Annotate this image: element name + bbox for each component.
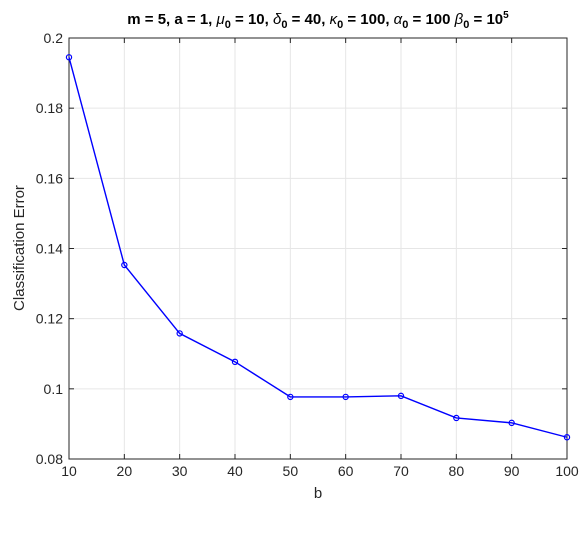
title-superscript: 5	[503, 10, 509, 21]
title-part: m = 5, a = 1,	[127, 11, 216, 28]
x-tick-label: 50	[283, 463, 299, 479]
data-point	[397, 392, 405, 400]
data-point	[508, 419, 515, 427]
data-point	[453, 414, 460, 422]
title-subscript: 0	[337, 19, 343, 31]
data-point	[176, 330, 183, 337]
y-axis-label: Classification Error	[11, 185, 28, 311]
title-part: = 10	[469, 11, 503, 28]
title-subscript: 0	[463, 19, 469, 31]
data-point	[563, 434, 571, 441]
chart-title: m = 5, a = 1, μ0 = 10, δ0 = 40, κ0 = 100…	[127, 10, 509, 31]
y-tick-label: 0.08	[36, 451, 63, 467]
x-tick-label: 100	[555, 463, 579, 479]
data-point	[231, 358, 239, 366]
y-tick-label: 0.2	[44, 30, 64, 46]
data-point	[287, 393, 294, 401]
title-part: δ	[273, 11, 282, 28]
x-axis-ticks: 10 20 30 40 50 60 70 80 90 100	[61, 38, 579, 479]
data-point	[65, 54, 73, 61]
x-tick-label: 30	[172, 463, 188, 479]
series-line	[68, 57, 568, 438]
title-part: = 10,	[231, 11, 273, 28]
data-point	[342, 393, 349, 401]
title-subscript: 0	[402, 19, 408, 31]
x-tick-label: 20	[117, 463, 133, 479]
title-part: κ	[330, 11, 339, 28]
title-part: β	[454, 11, 464, 28]
x-tick-label: 70	[393, 463, 409, 479]
x-tick-label: 80	[449, 463, 465, 479]
y-tick-label: 0.16	[36, 170, 63, 186]
x-tick-label: 90	[504, 463, 520, 479]
y-tick-label: 0.14	[36, 241, 63, 257]
title-part: = 40,	[287, 11, 329, 28]
title-part: = 100,	[343, 11, 393, 28]
y-tick-label: 0.1	[44, 381, 64, 397]
x-tick-label: 40	[227, 463, 243, 479]
title-part: = 100	[408, 11, 454, 28]
plot-frame	[68, 37, 568, 460]
y-tick-label: 0.18	[36, 100, 63, 116]
x-tick-label: 10	[61, 463, 77, 479]
x-axis-label: b	[314, 485, 322, 502]
series-group	[65, 54, 571, 441]
y-axis-ticks: 0.08 0.1 0.12 0.14 0.16 0.18 0.2	[36, 30, 567, 467]
title-subscript: 0	[225, 19, 231, 31]
x-tick-label: 60	[338, 463, 354, 479]
title-part: μ	[216, 11, 225, 28]
data-point	[121, 261, 128, 269]
title-part: α	[394, 11, 403, 28]
title-subscript: 0	[281, 19, 287, 31]
y-tick-label: 0.12	[36, 311, 63, 327]
